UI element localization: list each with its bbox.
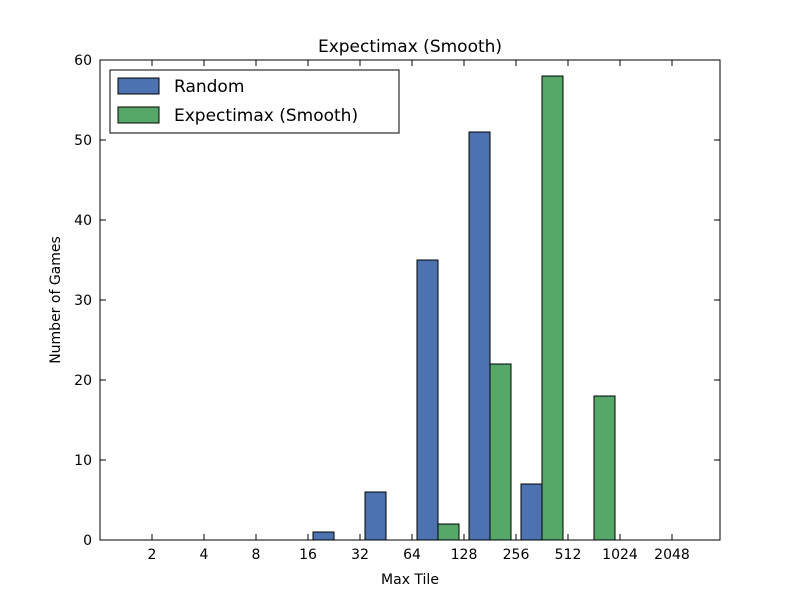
legend-label-expectimax: Expectimax (Smooth) — [174, 106, 358, 126]
y-tick-label: 50 — [74, 133, 92, 149]
bars-layer — [312, 75, 616, 541]
y-axis-label: Number of Games — [48, 236, 64, 364]
y-tick-label: 60 — [74, 53, 92, 69]
y-tick-label: 10 — [74, 453, 92, 469]
bar-random-32 — [364, 491, 387, 541]
bar-random-128 — [468, 131, 491, 541]
legend-swatch-random — [117, 77, 160, 95]
x-tick-label: 512 — [555, 547, 582, 563]
bar-expectimax-512 — [593, 395, 616, 541]
x-tick-label: 2048 — [654, 547, 690, 563]
x-tick-label: 128 — [451, 547, 478, 563]
bar-random-64 — [416, 259, 439, 541]
x-axis-label: Max Tile — [381, 572, 439, 588]
y-tick-label: 20 — [74, 373, 92, 389]
chart-title: Expectimax (Smooth) — [318, 37, 502, 57]
bar-random-16 — [312, 531, 335, 541]
y-tick-label: 30 — [74, 293, 92, 309]
legend-swatch-expectimax — [117, 106, 160, 124]
x-tick-label: 1024 — [602, 547, 638, 563]
x-tick-label: 32 — [351, 547, 369, 563]
x-tick-label: 64 — [403, 547, 421, 563]
legend-label-random: Random — [174, 77, 244, 97]
x-tick-label: 4 — [200, 547, 209, 563]
x-tick-label: 16 — [299, 547, 317, 563]
y-tick-label: 40 — [74, 213, 92, 229]
legend: Random Expectimax (Smooth) — [109, 69, 400, 134]
y-tick-label: 0 — [83, 533, 92, 549]
bar-expectimax-256 — [541, 75, 564, 541]
x-tick-label: 256 — [503, 547, 530, 563]
bar-random-256 — [520, 483, 543, 541]
bar-expectimax-128 — [489, 363, 512, 541]
x-tick-label: 8 — [252, 547, 261, 563]
x-tick-label: 2 — [148, 547, 157, 563]
axis-ticks: 2 4 8 16 32 64 128 256 512 1024 2048 0 10 20 30 40 50 60 — [74, 53, 720, 563]
bar-expectimax-64 — [437, 523, 460, 541]
